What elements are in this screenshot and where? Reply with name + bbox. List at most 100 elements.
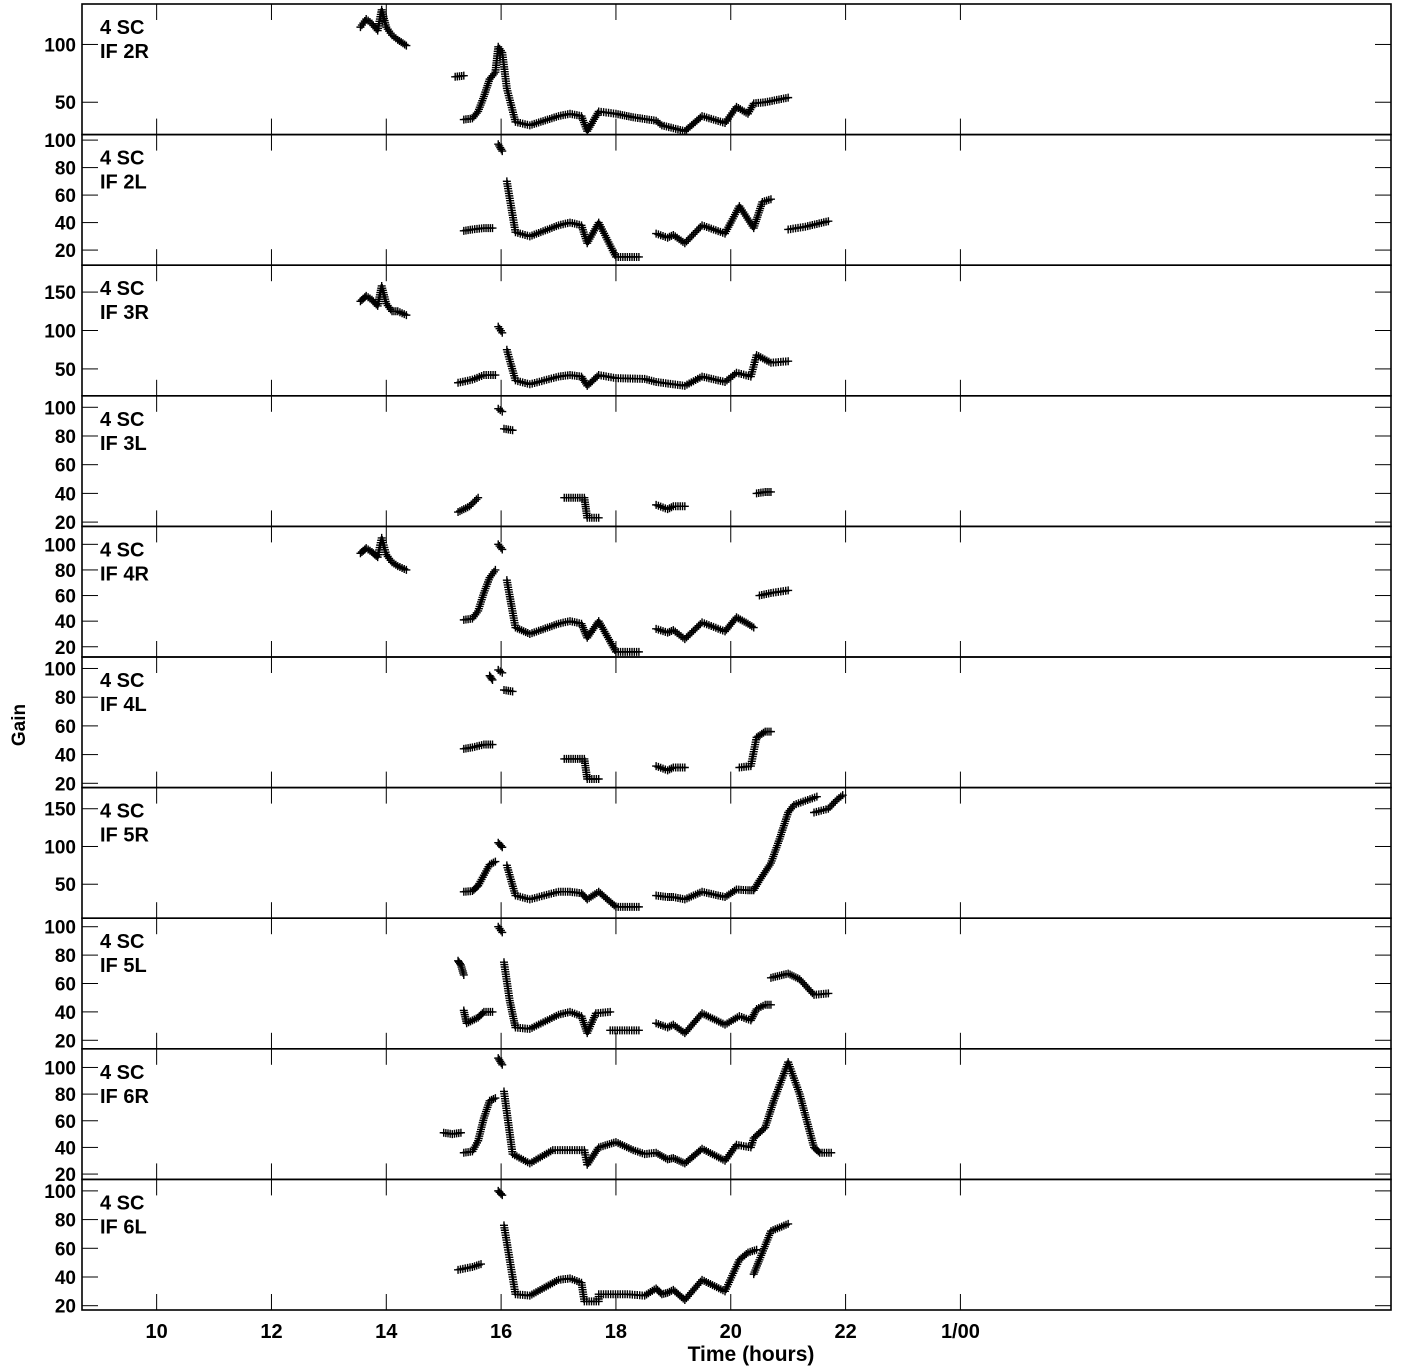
data-point-marker bbox=[489, 69, 498, 78]
panel-label-source: 4 SC bbox=[100, 17, 144, 39]
data-point-marker bbox=[673, 1155, 682, 1164]
data-point-marker bbox=[663, 1288, 672, 1297]
y-tick-label: 60 bbox=[55, 587, 76, 608]
panel-label-source: 4 SC bbox=[100, 801, 144, 823]
y-tick-label: 20 bbox=[55, 774, 76, 795]
y-tick-label: 100 bbox=[44, 659, 76, 680]
data-point-marker bbox=[402, 311, 411, 320]
data-point-marker bbox=[456, 1128, 465, 1137]
y-tick-label: 150 bbox=[44, 800, 76, 821]
y-tick-label: 100 bbox=[44, 1058, 76, 1079]
y-tick-label: 20 bbox=[55, 638, 76, 659]
data-point-marker bbox=[749, 1010, 758, 1019]
panel-label-source: 4 SC bbox=[100, 409, 144, 431]
data-point-marker bbox=[766, 487, 775, 496]
data-point-marker bbox=[498, 407, 507, 416]
data-point-marker bbox=[634, 1026, 643, 1035]
data-point-marker bbox=[488, 1007, 497, 1016]
data-point-marker bbox=[746, 1016, 755, 1025]
series-markers bbox=[356, 533, 793, 656]
data-point-marker bbox=[765, 861, 774, 870]
data-point-marker bbox=[610, 901, 619, 910]
data-point-marker bbox=[766, 1000, 775, 1009]
y-tick-label: 60 bbox=[55, 456, 76, 477]
data-point-marker bbox=[663, 505, 672, 514]
data-point-marker bbox=[491, 371, 500, 380]
data-point-marker bbox=[496, 667, 505, 676]
panel-label-if: IF 6L bbox=[100, 1216, 147, 1238]
data-point-marker bbox=[766, 195, 775, 204]
data-point-marker bbox=[812, 792, 821, 801]
data-point-marker bbox=[470, 497, 479, 506]
data-point-marker bbox=[454, 508, 463, 517]
data-point-marker bbox=[808, 989, 817, 998]
data-point-marker bbox=[498, 328, 507, 337]
y-tick-label: 20 bbox=[55, 241, 76, 262]
series-markers bbox=[459, 791, 847, 911]
panel-label-if: IF 2R bbox=[100, 41, 149, 63]
data-point-marker bbox=[784, 586, 793, 595]
data-point-marker bbox=[459, 970, 468, 979]
y-tick-label: 60 bbox=[55, 975, 76, 996]
y-tick-label: 80 bbox=[55, 561, 76, 582]
series-markers bbox=[454, 404, 775, 522]
data-point-marker bbox=[752, 1245, 761, 1254]
data-point-marker bbox=[461, 504, 470, 513]
panel-label-source: 4 SC bbox=[100, 278, 144, 300]
panel-frame bbox=[81, 1048, 1392, 1181]
series-markers bbox=[459, 140, 833, 261]
x-tick-label: 12 bbox=[260, 1321, 282, 1343]
y-tick-label: 80 bbox=[55, 159, 76, 180]
data-point-marker bbox=[838, 791, 847, 800]
data-point-marker bbox=[496, 543, 505, 552]
series-markers bbox=[454, 922, 833, 1038]
data-point-marker bbox=[634, 902, 643, 911]
data-point-marker bbox=[508, 687, 517, 696]
panel-label-source: 4 SC bbox=[100, 1062, 144, 1084]
data-point-marker bbox=[663, 628, 672, 637]
data-point-marker bbox=[827, 1148, 836, 1157]
series-markers bbox=[459, 665, 775, 783]
panel-frame bbox=[81, 133, 1392, 267]
panel-label-if: IF 2L bbox=[100, 172, 147, 194]
data-point-marker bbox=[675, 1156, 684, 1165]
data-point-marker bbox=[691, 228, 700, 237]
data-point-marker bbox=[689, 230, 698, 239]
data-point-marker bbox=[606, 1007, 615, 1016]
data-point-marker bbox=[491, 1094, 500, 1103]
panel-label-source: 4 SC bbox=[100, 539, 144, 561]
y-tick-label: 80 bbox=[55, 1211, 76, 1232]
data-point-marker bbox=[489, 567, 498, 576]
data-point-marker bbox=[791, 973, 800, 982]
data-point-marker bbox=[634, 252, 643, 261]
data-point-marker bbox=[665, 504, 674, 513]
data-point-marker bbox=[508, 426, 517, 435]
data-point-marker bbox=[478, 1009, 487, 1018]
data-point-marker bbox=[730, 886, 739, 895]
data-point-marker bbox=[749, 623, 758, 632]
data-point-marker bbox=[498, 668, 507, 677]
panel-label-if: IF 5R bbox=[100, 825, 149, 847]
data-point-marker bbox=[457, 506, 466, 515]
data-point-marker bbox=[496, 926, 505, 935]
data-point-marker bbox=[496, 841, 505, 850]
data-point-marker bbox=[747, 1014, 756, 1023]
data-point-marker bbox=[464, 1018, 473, 1027]
data-point-marker bbox=[824, 217, 833, 226]
data-point-marker bbox=[663, 1023, 672, 1032]
data-point-marker bbox=[784, 969, 793, 978]
series-markers bbox=[439, 1054, 836, 1169]
data-point-marker bbox=[485, 1096, 494, 1105]
data-point-marker bbox=[402, 41, 411, 50]
data-point-marker bbox=[750, 1008, 759, 1017]
data-point-marker bbox=[655, 119, 664, 128]
data-point-marker bbox=[487, 674, 496, 683]
data-point-marker bbox=[498, 1060, 507, 1069]
y-tick-label: 40 bbox=[55, 484, 76, 505]
